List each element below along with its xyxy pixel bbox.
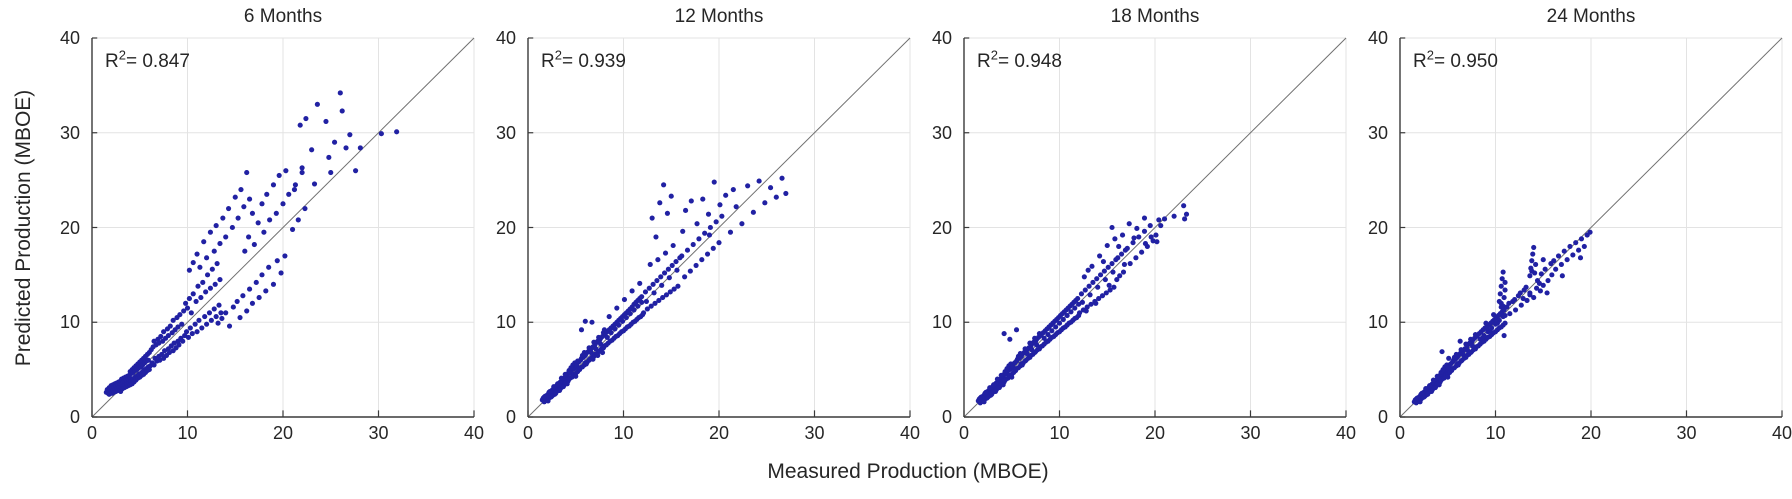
r2-value: = 0.948: [997, 51, 1062, 72]
y-tick-label: 20: [931, 217, 952, 238]
y-tick-labels: 0 10 20 30 40: [916, 29, 958, 426]
y-tick-label: 30: [495, 122, 516, 143]
x-tick-label: 20: [708, 423, 730, 443]
x-tick-labels: 0 10 20 30 40: [523, 423, 920, 446]
y-tick-labels: 0 10 20 30 40: [44, 29, 86, 426]
y-tick-label: 10: [1367, 312, 1388, 333]
scatter-canvas: [1400, 38, 1782, 417]
x-tick-label: 20: [272, 423, 294, 443]
scatter-canvas: [964, 38, 1346, 417]
x-tick-label: 40: [463, 423, 485, 443]
r2-value: = 0.847: [125, 51, 190, 72]
y-tick-label: 10: [59, 312, 80, 333]
r2-base: R: [105, 51, 119, 72]
scatter-points: [1411, 229, 1593, 406]
x-tick-labels: 0 10 20 30 40: [87, 423, 484, 446]
y-tick-label: 40: [1367, 28, 1388, 48]
x-tick-label: 0: [958, 423, 970, 443]
scatter-canvas: [528, 38, 910, 417]
plot-area: R2= 0.939: [528, 38, 910, 417]
r2-value: = 0.939: [561, 51, 626, 72]
y-tick-label: 0: [69, 407, 80, 427]
r2-base: R: [977, 51, 991, 72]
scatter-points: [103, 90, 400, 397]
x-tick-label: 20: [1580, 423, 1602, 443]
x-tick-label: 0: [522, 423, 534, 443]
x-axis-label: Measured Production (MBOE): [767, 460, 1049, 483]
identity-line: [92, 38, 474, 417]
r2-value: = 0.950: [1433, 51, 1498, 72]
x-tick-label: 40: [899, 423, 921, 443]
scatter-points: [539, 175, 789, 405]
subplot-12-months: 12 Months 0 10 20 30 40 R2= 0.939 0 10 20 30 40: [480, 0, 920, 499]
x-tick-label: 10: [177, 423, 198, 443]
x-tick-label: 30: [368, 423, 389, 443]
subplot-title: 18 Months: [1110, 6, 1200, 27]
r2-base: R: [541, 51, 555, 72]
r-squared-annotation: R2= 0.939: [541, 47, 626, 73]
y-tick-label: 40: [931, 28, 952, 48]
r-squared-annotation: R2= 0.950: [1413, 47, 1498, 73]
r-squared-annotation: R2= 0.948: [977, 47, 1062, 73]
y-tick-label: 10: [931, 312, 952, 333]
subplot-6-months: 6 Months 0 10 20 30 40 R2= 0.847 0 10 20 30 40: [44, 0, 484, 499]
subplot-18-months: 18 Months 0 10 20 30 40 R2= 0.948 0 10 20 30 40: [916, 0, 1356, 499]
y-tick-label: 0: [505, 407, 516, 427]
x-tick-label: 40: [1335, 423, 1357, 443]
x-tick-label: 20: [1144, 423, 1166, 443]
r2-exponent: 2: [1426, 47, 1434, 63]
y-axis-label: Predicted Production (MBOE): [12, 89, 35, 367]
plot-area: R2= 0.847: [92, 38, 474, 417]
scatter-points: [975, 203, 1190, 406]
subplot-24-months: 24 Months 0 10 20 30 40 R2= 0.950 0 10 20 30 40: [1352, 0, 1792, 499]
x-tick-label: 10: [1485, 423, 1506, 443]
x-tick-label: 0: [86, 423, 98, 443]
y-tick-label: 20: [59, 217, 80, 238]
y-tick-label: 40: [59, 28, 80, 48]
x-tick-label: 0: [1394, 423, 1406, 443]
x-tick-label: 10: [613, 423, 634, 443]
subplot-title: 24 Months: [1546, 6, 1636, 27]
y-tick-label: 20: [495, 217, 516, 238]
x-tick-label: 30: [804, 423, 825, 443]
x-tick-label: 30: [1676, 423, 1697, 443]
y-tick-label: 10: [495, 312, 516, 333]
plot-area: R2= 0.950: [1400, 38, 1782, 417]
y-tick-label: 30: [59, 122, 80, 143]
y-tick-label: 0: [1377, 407, 1388, 427]
x-tick-labels: 0 10 20 30 40: [1395, 423, 1792, 446]
y-tick-label: 40: [495, 28, 516, 48]
scatter-canvas: [92, 38, 474, 417]
subplot-row: 6 Months 0 10 20 30 40 R2= 0.847 0 10 20 30 40 1…: [44, 0, 1792, 499]
x-tick-label: 30: [1240, 423, 1261, 443]
y-tick-label: 0: [941, 407, 952, 427]
y-tick-label: 30: [931, 122, 952, 143]
r2-exponent: 2: [554, 47, 562, 63]
x-tick-labels: 0 10 20 30 40: [959, 423, 1356, 446]
r2-base: R: [1413, 51, 1427, 72]
y-tick-labels: 0 10 20 30 40: [1352, 29, 1394, 426]
y-tick-label: 30: [1367, 122, 1388, 143]
y-tick-labels: 0 10 20 30 40: [480, 29, 522, 426]
x-tick-label: 40: [1771, 423, 1792, 443]
subplot-title: 12 Months: [674, 6, 764, 27]
subplot-title: 6 Months: [243, 6, 323, 27]
x-tick-label: 10: [1049, 423, 1070, 443]
y-tick-label: 20: [1367, 217, 1388, 238]
r-squared-annotation: R2= 0.847: [105, 47, 190, 73]
plot-area: R2= 0.948: [964, 38, 1346, 417]
r2-exponent: 2: [118, 47, 126, 63]
r2-exponent: 2: [990, 47, 998, 63]
